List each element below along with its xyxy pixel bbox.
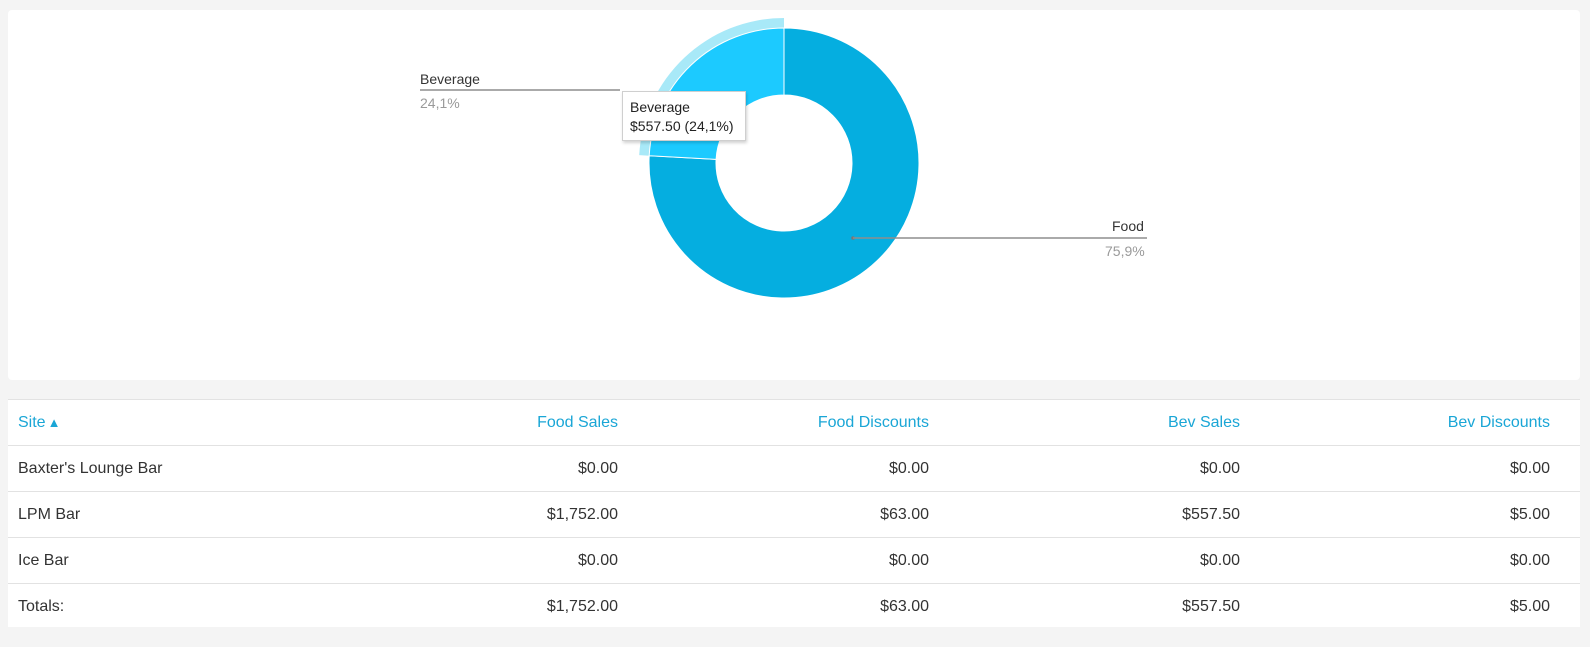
cell-food-discounts: $0.00: [888, 460, 929, 477]
cell-site: Baxter's Lounge Bar: [18, 460, 163, 477]
pct-food: 75,9%: [1105, 243, 1145, 259]
pct-beverage: 24,1%: [420, 95, 460, 111]
chart-tooltip: Beverage $557.50 (24,1%): [622, 91, 746, 141]
table-header-row: Site ▲ Food Sales Food Discounts Bev Sale…: [8, 400, 1580, 446]
header-food-sales[interactable]: Food Sales: [537, 414, 618, 431]
sales-table: Site ▲ Food Sales Food Discounts Bev Sale…: [8, 399, 1580, 627]
header-bev-discounts[interactable]: Bev Discounts: [1447, 414, 1550, 431]
donut-chart: [420, 18, 1147, 299]
cell-bev-discounts: $0.00: [1509, 552, 1550, 569]
total-bev-sales: $557.50: [1182, 598, 1240, 615]
tooltip-value: $557.50 (24,1%): [630, 118, 734, 134]
slice-food[interactable]: [648, 27, 920, 299]
header-site[interactable]: Site ▲: [18, 414, 61, 431]
table-row: Baxter's Lounge Bar $0.00 $0.00 $0.00 $0…: [8, 446, 1580, 492]
table-row: Ice Bar $0.00 $0.00 $0.00 $0.00: [8, 538, 1580, 584]
cell-bev-sales: $557.50: [1182, 506, 1240, 523]
table-row: LPM Bar $1,752.00 $63.00 $557.50 $5.00: [8, 492, 1580, 538]
cell-food-discounts: $0.00: [888, 552, 929, 569]
cell-food-sales: $0.00: [577, 552, 618, 569]
header-bev-sales[interactable]: Bev Sales: [1167, 414, 1240, 431]
cell-food-discounts: $63.00: [880, 506, 929, 523]
totals-row: Totals: $1,752.00 $63.00 $557.50 $5.00: [8, 584, 1580, 629]
total-bev-discounts: $5.00: [1509, 598, 1550, 615]
slice-highlight-beverage: [639, 18, 784, 156]
total-food-sales: $1,752.00: [546, 598, 618, 615]
sort-asc-icon: ▲: [47, 415, 61, 430]
tooltip-title: Beverage: [630, 99, 690, 115]
chart-panel: Beverage 24,1% Food 75,9% Beverage $557.…: [8, 10, 1580, 380]
cell-site: LPM Bar: [18, 506, 81, 523]
cell-site: Ice Bar: [18, 552, 69, 569]
cell-bev-sales: $0.00: [1199, 552, 1240, 569]
label-food: Food: [1112, 218, 1144, 234]
cell-food-sales: $1,752.00: [546, 506, 618, 523]
cell-bev-discounts: $0.00: [1509, 460, 1550, 477]
header-food-discounts[interactable]: Food Discounts: [817, 414, 929, 431]
total-food-discounts: $63.00: [880, 598, 929, 615]
cell-food-sales: $0.00: [577, 460, 618, 477]
cell-bev-discounts: $5.00: [1509, 506, 1550, 523]
totals-label: Totals:: [18, 598, 65, 615]
cell-bev-sales: $0.00: [1199, 460, 1240, 477]
label-beverage: Beverage: [420, 71, 480, 87]
